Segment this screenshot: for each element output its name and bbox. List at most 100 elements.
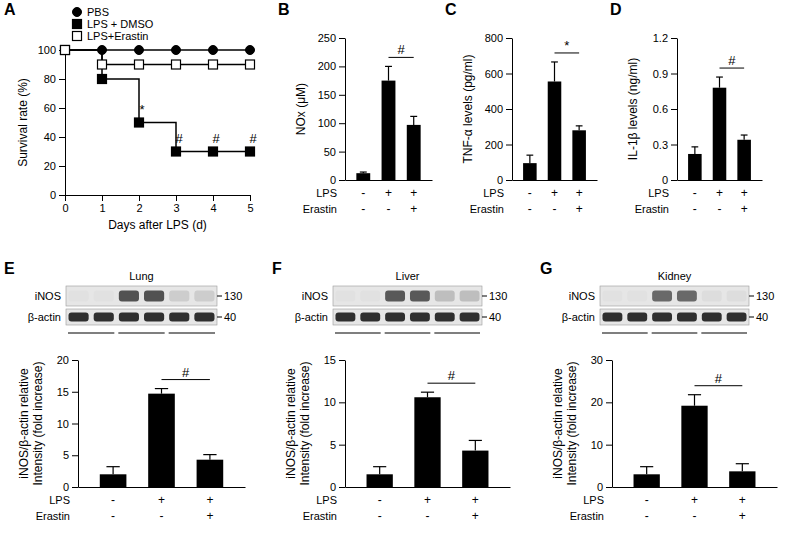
blot-size-tick (482, 296, 487, 297)
tick-label: 10 (324, 396, 336, 408)
blot-band (69, 313, 89, 322)
point (172, 60, 181, 69)
tick-label: 10 (57, 418, 69, 430)
lane-group-line (385, 332, 431, 333)
blot-title: Kidney (658, 270, 692, 282)
condition-value: - (426, 509, 430, 523)
tick-label: 0 (63, 481, 69, 493)
tick-mark (59, 195, 65, 196)
condition-value: + (576, 202, 583, 216)
blot-band (677, 290, 697, 301)
condition-label: LPS (483, 187, 504, 199)
tick-label: 20 (44, 160, 56, 172)
bar (688, 154, 702, 180)
bar (356, 173, 370, 180)
axis (346, 487, 511, 488)
blot-title: Liver (396, 270, 420, 282)
point (98, 60, 107, 69)
tick-label: 5 (247, 202, 253, 214)
blot-band (169, 290, 189, 301)
tick: 100 (318, 117, 345, 129)
error-bar-stem (112, 467, 113, 475)
tick-label: 5 (330, 439, 336, 451)
tick: 800 (485, 32, 512, 44)
blot-band (410, 290, 430, 301)
blot-band (460, 290, 480, 301)
tick-label: 30 (591, 354, 603, 366)
error-bar-cap (736, 463, 749, 464)
western-blot: LiveriNOS130β-actin40 (295, 270, 508, 333)
tick-mark (72, 424, 78, 425)
tick-mark (65, 195, 66, 201)
tick-label: 100 (318, 117, 336, 129)
error-bar (640, 467, 653, 475)
tick-mark (671, 145, 677, 146)
blot-band (652, 313, 672, 322)
figure-svg: A020406080100012345Days after LPS (d)Sur… (0, 0, 790, 545)
axis: 0102030 (591, 354, 613, 493)
blot-band (194, 290, 214, 301)
blot-size-label: 130 (224, 290, 242, 302)
blot-band (702, 313, 722, 322)
blot-strip (66, 286, 217, 306)
tick-mark (339, 123, 345, 124)
error-bar (469, 440, 482, 450)
point (98, 75, 107, 84)
tick: 4 (210, 195, 216, 214)
error-bar-stem (579, 126, 580, 130)
blot-band (727, 290, 747, 301)
axis-title: Intensity (fold increase) (298, 361, 312, 485)
condition-value: + (741, 202, 748, 216)
blot-size-label: 40 (489, 311, 501, 323)
legend-marker (73, 8, 82, 17)
condition-value: + (410, 202, 417, 216)
tick-label: 200 (318, 60, 336, 72)
condition-label: LPS (316, 187, 337, 199)
tick-label: 20 (57, 354, 69, 366)
tick-mark (506, 38, 512, 39)
tick: 0.9 (653, 68, 677, 80)
tick: 150 (318, 89, 345, 101)
tick-label: 200 (485, 139, 503, 151)
tick-label: 50 (324, 146, 336, 158)
error-bar (551, 62, 558, 82)
tick-mark (59, 108, 65, 109)
tick-mark (59, 166, 65, 167)
axis-line (678, 180, 763, 181)
series-line (65, 50, 250, 152)
tick-label: 0 (497, 174, 503, 186)
tick-mark (606, 402, 612, 403)
axis: 00.30.60.91.2 (653, 32, 678, 186)
tick-label: 40 (44, 131, 56, 143)
tick: 5 (63, 449, 78, 461)
axis-line (66, 195, 251, 196)
point (172, 147, 181, 156)
tick: 0 (597, 481, 612, 493)
blot-strip (66, 309, 217, 325)
condition-value: + (739, 509, 746, 523)
axis-line (345, 39, 346, 181)
tick: 0.6 (653, 103, 677, 115)
blot-strip (600, 286, 749, 306)
condition-value: + (410, 186, 417, 200)
bar (382, 81, 396, 180)
tick-label: 15 (57, 386, 69, 398)
axis-title: iNOS/β-actin relative (284, 368, 298, 479)
lane-group-line (434, 332, 480, 333)
point (209, 147, 218, 156)
tick-label: 0.3 (653, 139, 668, 151)
tick-mark (671, 38, 677, 39)
axis: 050100150200250 (318, 32, 346, 186)
blot-band (335, 290, 355, 301)
tick: 0.3 (653, 139, 677, 151)
condition-label: LPS (648, 187, 669, 199)
blot-band (144, 313, 164, 322)
condition-value: - (111, 509, 115, 523)
blot-size-tick (749, 296, 754, 297)
condition-value: - (378, 493, 382, 507)
lane-group-line (602, 332, 648, 333)
tick: 1.2 (653, 32, 677, 44)
blot-band (435, 290, 455, 301)
plot-area (523, 62, 586, 180)
lane-group-line (169, 332, 215, 333)
